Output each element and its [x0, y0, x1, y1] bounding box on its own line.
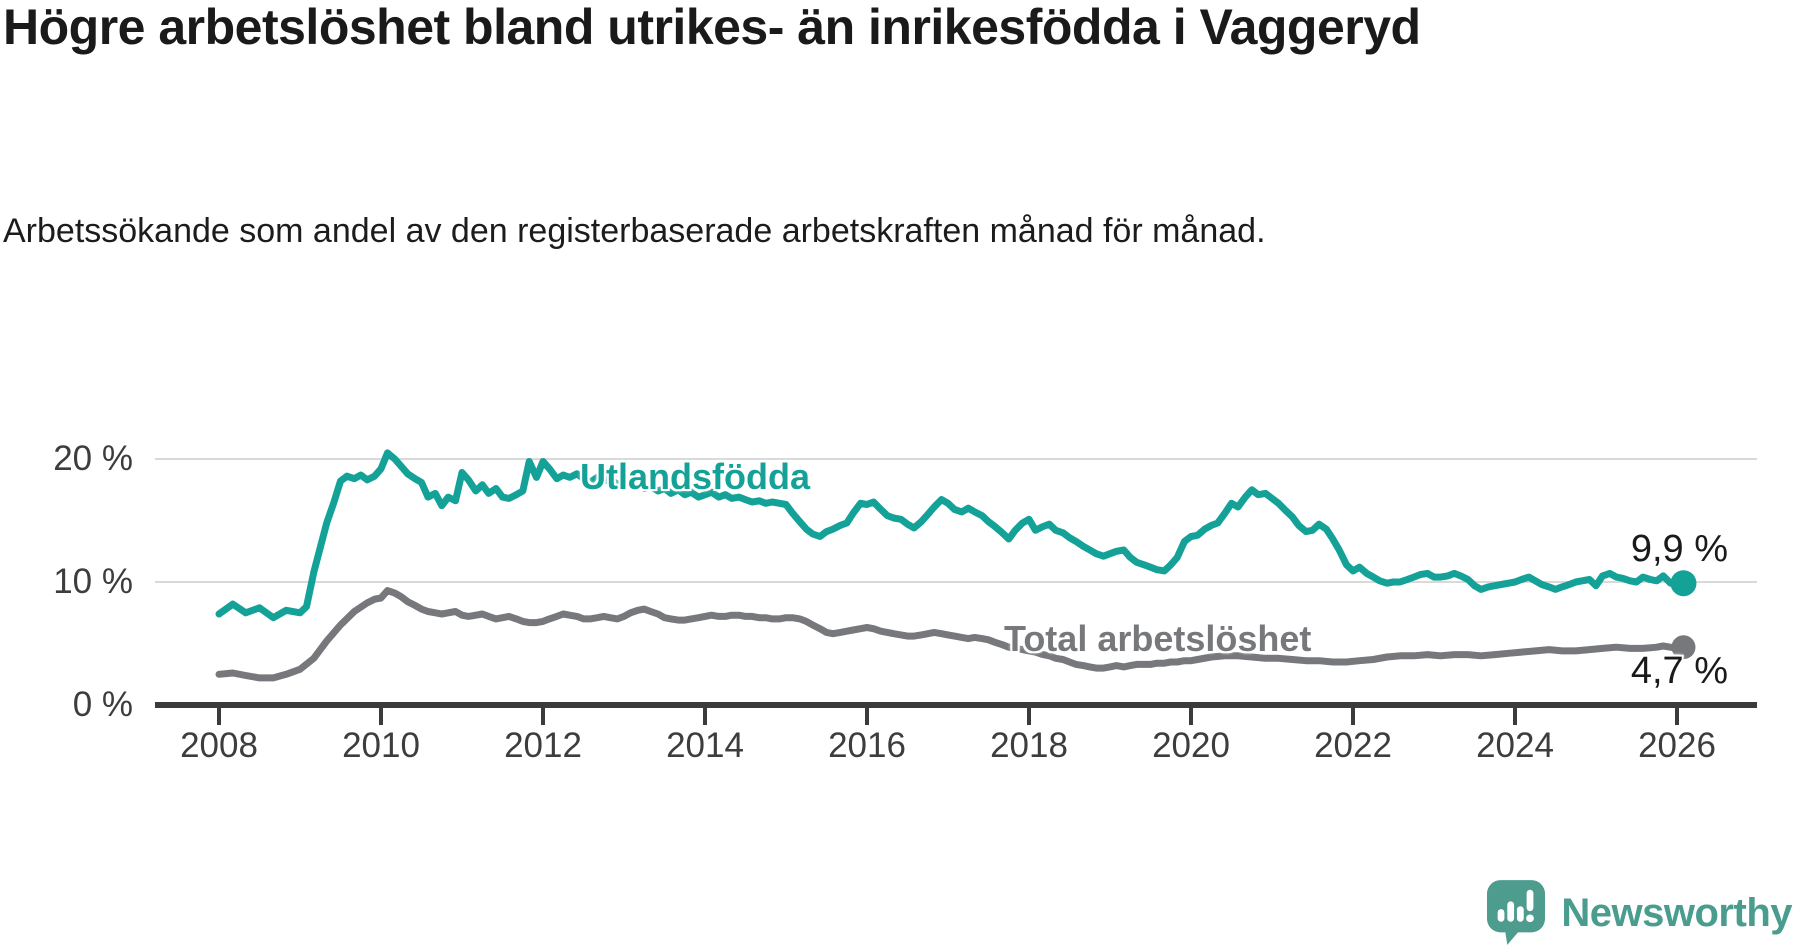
- series-label-utlandsfodda: Utlandsfödda: [580, 456, 810, 497]
- x-axis-tick-label: 2026: [1638, 726, 1716, 765]
- x-axis-tick-label: 2014: [666, 726, 744, 765]
- x-axis-tick-label: 2010: [342, 726, 420, 765]
- x-axis-tick-label: 2020: [1152, 726, 1230, 765]
- x-axis-tick-label: 2008: [180, 726, 258, 765]
- series-end-dot-utlandsfodda: [1670, 570, 1697, 597]
- series-line-total: [215, 587, 1687, 682]
- y-axis-tick-label: 10 %: [53, 562, 133, 601]
- x-axis-tick-label: 2012: [504, 726, 582, 765]
- x-axis-tick-label: 2024: [1476, 726, 1554, 765]
- series-line-utlandsfodda: [215, 449, 1687, 622]
- x-axis-tick-label: 2022: [1314, 726, 1392, 765]
- newsworthy-logo-text: Newsworthy: [1561, 890, 1792, 935]
- x-axis-tick-label: 2016: [828, 726, 906, 765]
- series-end-dot-total: [1671, 635, 1696, 660]
- end-value-label-utlandsfodda: 9,9 %: [1630, 528, 1728, 570]
- chart-subtitle: Arbetssökande som andel av den registerb…: [3, 212, 1266, 250]
- end-value-label-total: 4,7 %: [1630, 650, 1728, 692]
- x-axis-tick-label: 2018: [990, 726, 1068, 765]
- page-title: Högre arbetslöshet bland utrikes- än inr…: [3, 0, 1421, 55]
- series-label-total-arbetsloshet: Total arbetslöshet: [1004, 618, 1312, 659]
- newsworthy-logo-icon: [1487, 880, 1546, 945]
- y-axis-tick-label: 0 %: [72, 685, 133, 724]
- y-axis-tick-label: 20 %: [53, 439, 133, 478]
- newsworthy-logo[interactable]: Newsworthy: [1487, 880, 1792, 946]
